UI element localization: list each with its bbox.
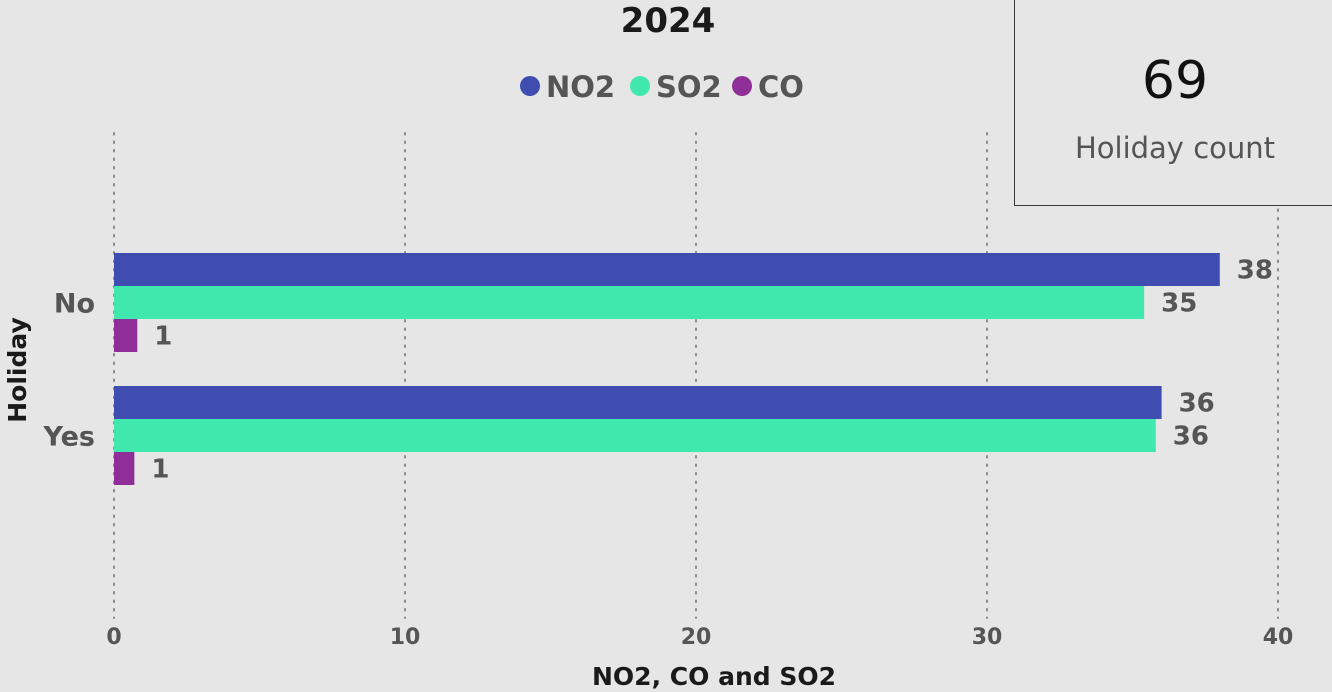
bar-so2-yes[interactable] <box>114 419 1156 452</box>
legend-marker-co <box>732 76 752 96</box>
card-value: 69 <box>1141 51 1209 111</box>
data-label: 1 <box>151 455 169 485</box>
bar-so2-no[interactable] <box>114 286 1145 319</box>
bar-no2-yes[interactable] <box>114 386 1162 419</box>
x-tick-labels: 0 10 20 30 40 <box>106 625 1293 650</box>
category-label: No <box>54 289 95 320</box>
data-label: 38 <box>1237 256 1273 286</box>
y-axis-title: Holiday <box>3 317 32 423</box>
x-tick-label: 10 <box>390 625 421 650</box>
data-label: 35 <box>1161 289 1197 319</box>
x-tick-label: 0 <box>106 625 121 650</box>
bar-co-yes[interactable] <box>114 452 135 485</box>
data-label: 36 <box>1179 389 1215 419</box>
card-label: Holiday count <box>1074 131 1276 165</box>
legend[interactable]: NO2 SO2 CO <box>520 70 804 104</box>
x-tick-label: 40 <box>1263 625 1294 650</box>
data-label: 36 <box>1173 422 1209 452</box>
bar-no2-no[interactable] <box>114 253 1220 286</box>
data-label: 1 <box>154 322 172 352</box>
category-labels: No Yes <box>43 289 95 453</box>
x-tick-label: 20 <box>681 625 712 650</box>
bars <box>114 253 1220 485</box>
category-label: Yes <box>43 422 95 453</box>
holiday-count-card: 69 Holiday count <box>1014 0 1332 206</box>
legend-label-so2[interactable]: SO2 <box>656 70 722 104</box>
legend-marker-so2 <box>630 76 650 96</box>
x-tick-label: 30 <box>972 625 1003 650</box>
legend-label-co[interactable]: CO <box>758 70 804 104</box>
x-axis-title: NO2, CO and SO2 <box>592 662 836 691</box>
chart-title: 2024 <box>621 1 716 41</box>
legend-marker-no2 <box>520 76 540 96</box>
bar-co-no[interactable] <box>114 319 138 352</box>
legend-label-no2[interactable]: NO2 <box>546 70 615 104</box>
